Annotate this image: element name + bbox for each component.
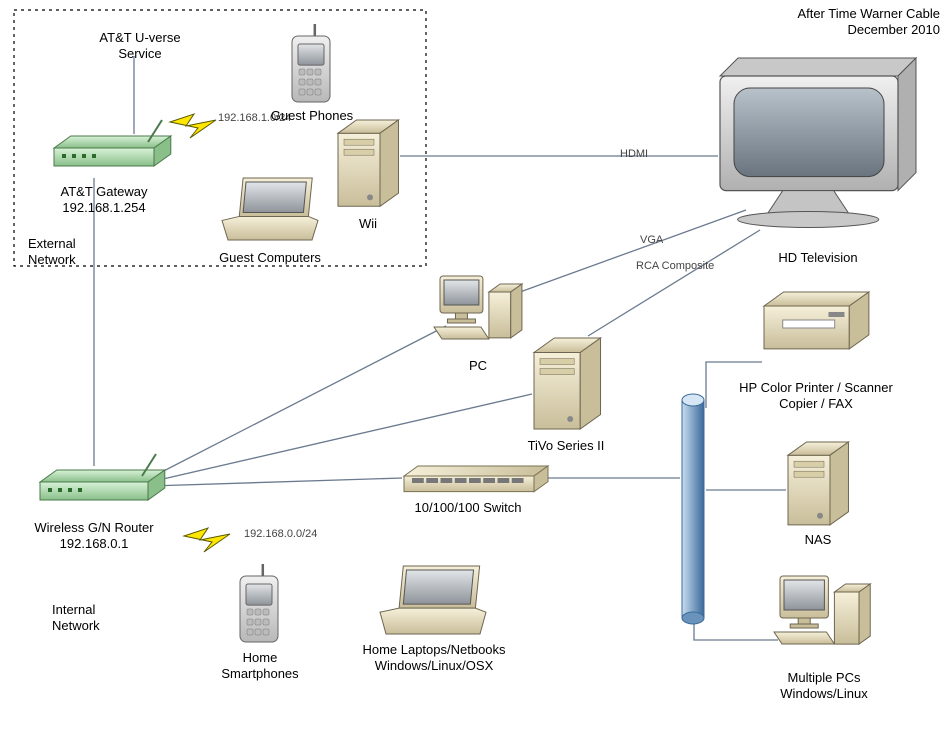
pc-icon xyxy=(434,276,522,339)
gcomp-label: Guest Computers xyxy=(150,250,390,266)
edge-label-wii-tv: HDMI xyxy=(620,148,648,160)
wii-icon xyxy=(338,120,398,206)
edge-pipe-multipc xyxy=(694,620,778,640)
edge-router-switch xyxy=(150,478,402,486)
diagram-title: After Time Warner Cable December 2010 xyxy=(720,6,940,39)
tv-label: HD Television xyxy=(698,250,938,266)
hlaptops-icon xyxy=(380,566,486,634)
printer-label: HP Color Printer / Scanner Copier / FAX xyxy=(696,380,936,413)
switch-icon xyxy=(404,466,548,492)
uverse-label: AT&T U-verse Service xyxy=(20,30,260,63)
nas-icon xyxy=(788,442,848,525)
multipc-icon xyxy=(774,576,870,644)
internal-network-label: Internal Network xyxy=(52,602,172,635)
router-icon xyxy=(40,454,165,500)
gphones-icon xyxy=(292,24,330,102)
router-label: Wireless G/N Router 192.168.0.1 xyxy=(0,520,214,553)
pc-label: PC xyxy=(358,358,598,374)
gw-icon xyxy=(54,120,171,166)
external-network-label: External Network xyxy=(28,236,148,269)
network-bus-icon xyxy=(682,394,704,624)
multipc-label: Multiple PCs Windows/Linux xyxy=(704,670,944,703)
tv-icon xyxy=(720,58,916,228)
hlaptops-label: Home Laptops/Netbooks Windows/Linux/OSX xyxy=(314,642,554,675)
tivo-label: TiVo Series II xyxy=(446,438,686,454)
printer-icon xyxy=(764,292,869,349)
switch-label: 10/100/100 Switch xyxy=(348,500,588,516)
nas-label: NAS xyxy=(698,532,938,548)
gphones-label: Guest Phones xyxy=(192,108,432,124)
wireless-subnet-1: 192.168.0.0/24 xyxy=(244,528,317,540)
hphones-icon xyxy=(240,564,278,642)
edge-router-pc xyxy=(150,326,446,478)
edge-tivo-tv xyxy=(588,230,760,336)
gw-label: AT&T Gateway 192.168.1.254 xyxy=(0,184,224,217)
edge-label-pc-tv: VGA xyxy=(640,234,663,246)
wii-label: Wii xyxy=(248,216,488,232)
tivo-icon xyxy=(534,338,601,429)
